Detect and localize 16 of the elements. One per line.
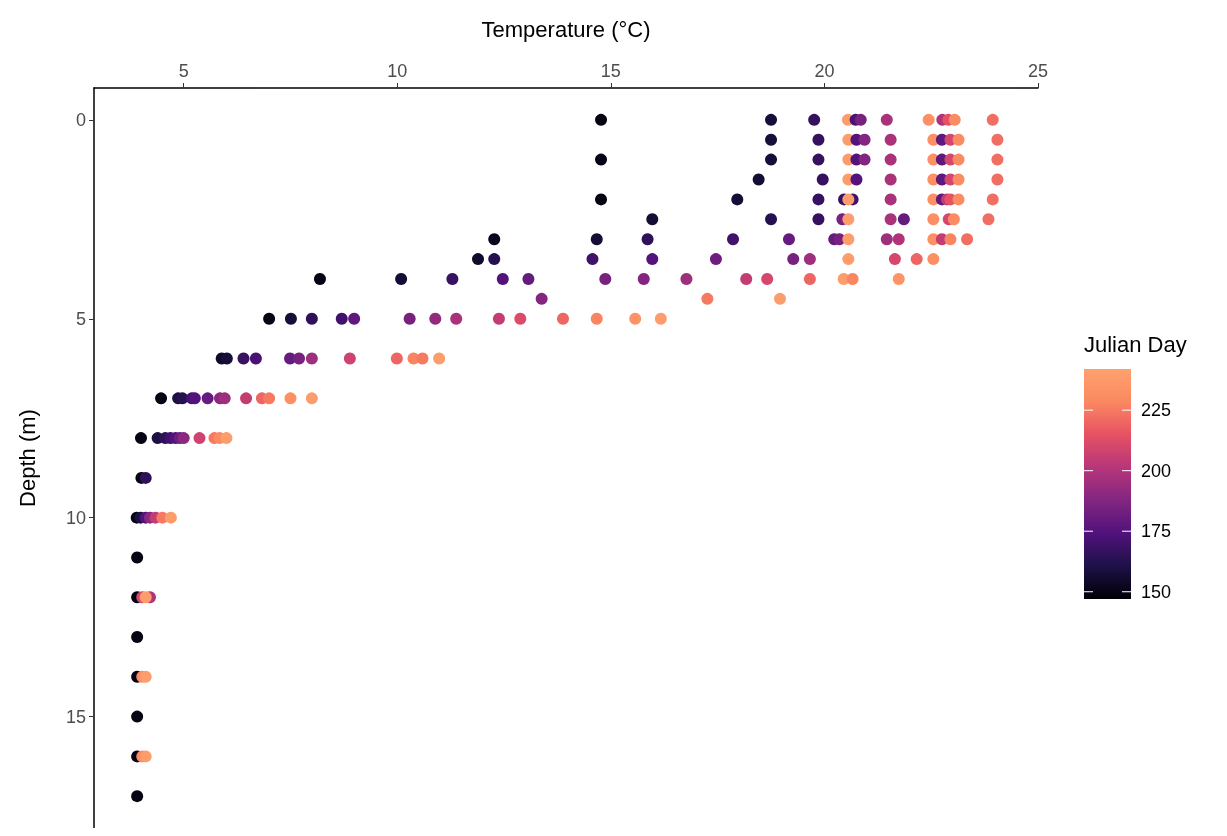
y-tick-label: 10 (65, 507, 86, 528)
y-tick-label: 15 (65, 706, 86, 727)
y-tick-label: 5 (75, 308, 86, 329)
x-tick-label: 20 (814, 61, 835, 81)
x-tick-label: 5 (178, 61, 189, 81)
color-bar-label: 200 (1141, 460, 1172, 481)
color-bar-label: 150 (1141, 581, 1172, 602)
x-tick-label: 15 (600, 61, 621, 81)
x-tick-label: 10 (387, 61, 408, 81)
color-bar-title: Julian Day (1084, 331, 1187, 357)
color-bar-label: 225 (1141, 400, 1172, 421)
color-bar-label: 175 (1141, 521, 1172, 542)
y-tick-label: 0 (75, 109, 86, 130)
y-axis-title: Depth (m) (14, 409, 40, 507)
x-axis-title: Temperature (°C) (481, 16, 651, 42)
x-tick-label: 25 (1027, 61, 1049, 81)
